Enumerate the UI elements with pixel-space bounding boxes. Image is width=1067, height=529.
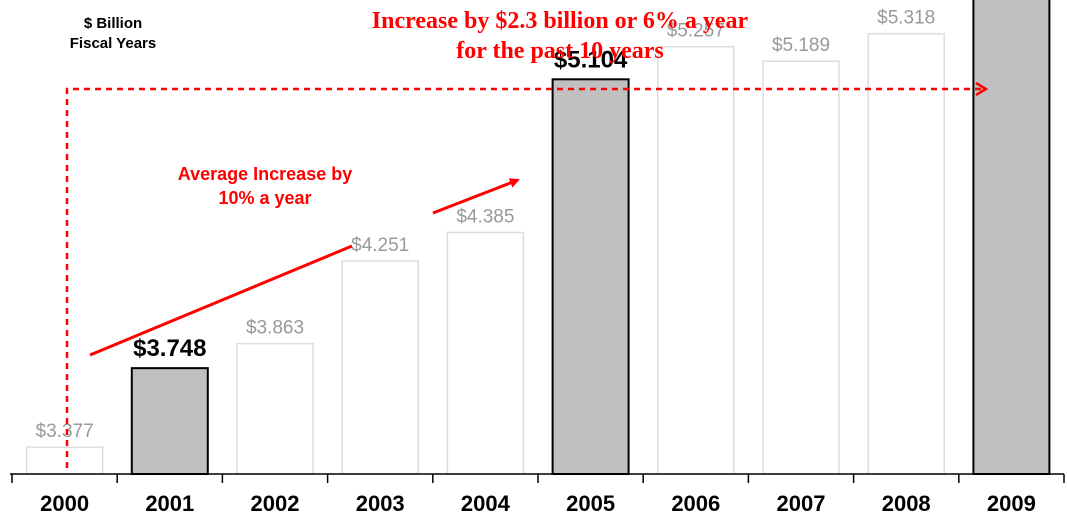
- bar-2004: [446, 231, 525, 475]
- trend-note-line-2: 10% a year: [218, 188, 312, 208]
- x-tick-label-2009: 2009: [987, 491, 1036, 516]
- headline-line-1: Increase by $2.3 billion or 6% a year: [371, 8, 749, 34]
- value-label-2007: $5.189: [772, 35, 830, 56]
- x-tick-label-2005: 2005: [566, 491, 615, 516]
- x-tick-label-2008: 2008: [882, 491, 931, 516]
- bar-2008: [867, 32, 945, 475]
- bar-2003: [341, 260, 419, 475]
- x-tick-label-2007: 2007: [777, 491, 826, 516]
- value-label-2008: $5.318: [877, 8, 935, 29]
- value-label-2002: $3.863: [246, 318, 304, 339]
- unit-label: $ Billion Fiscal Years: [38, 14, 188, 54]
- x-tick-label-2001: 2001: [145, 491, 194, 516]
- bar-2005: [551, 78, 630, 475]
- bar-2007: [762, 60, 840, 475]
- annotations-group: [65, 89, 985, 468]
- bar-2002: [236, 342, 314, 475]
- x-tick-label-2003: 2003: [356, 491, 405, 516]
- bar-2000: [25, 446, 104, 475]
- x-tick-label-2004: 2004: [461, 491, 511, 516]
- bar-2001: [130, 367, 209, 476]
- value-label-2001: $3.748: [133, 335, 206, 362]
- unit-label-line-2: Fiscal Years: [69, 35, 157, 52]
- trend-note-line-1: Average Increase by: [177, 164, 353, 184]
- x-tick-label-2000: 2000: [40, 491, 89, 516]
- value-label-2000: $3.377: [36, 421, 94, 442]
- trend-note: Average Increase by 10% a year: [120, 162, 410, 210]
- unit-label-line-1: $ Billion: [83, 15, 143, 32]
- bars-group: [25, 0, 1051, 476]
- value-label-2005: $5.104: [554, 46, 628, 73]
- x-tick-label-2006: 2006: [671, 491, 720, 516]
- trend-arrow-lower: [89, 244, 353, 357]
- value-label-2004: $4.385: [456, 206, 514, 227]
- x-tick-label-2002: 2002: [251, 491, 300, 516]
- value-label-2006: $5.257: [667, 21, 725, 42]
- ten-year-dashed-arrow: [65, 89, 985, 468]
- value-labels-group: $3.377 $3.748 $3.863 $4.251 $4.385 $5.104 $5.2…: [36, 8, 936, 442]
- bar-2006: [657, 45, 735, 475]
- trend-arrow-upper: [432, 178, 520, 215]
- value-label-2003: $4.251: [351, 235, 409, 256]
- chart-headline: Increase by $2.3 billion or 6% a year fo…: [240, 6, 880, 66]
- bar-2009: [972, 0, 1051, 476]
- headline-line-2: for the past 10 years: [456, 38, 664, 64]
- x-axis: 2000 2001 2002 2003 2004 2005 2006 2007 2008 2009: [10, 473, 1065, 516]
